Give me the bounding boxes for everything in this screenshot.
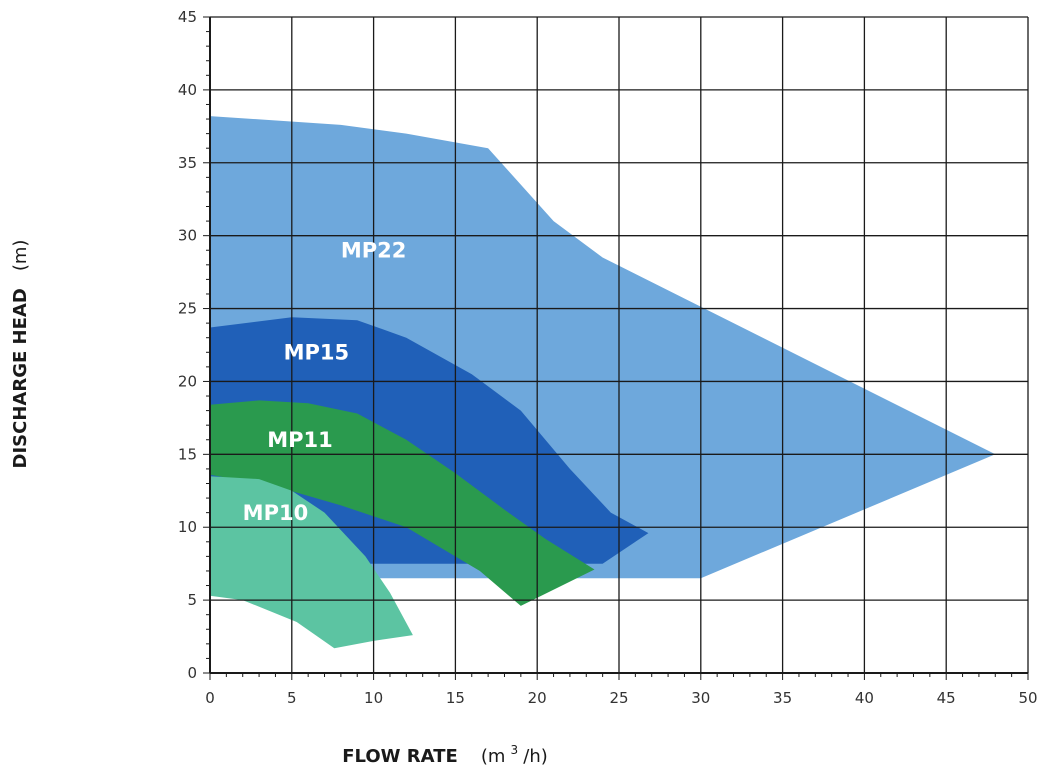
grid-lines xyxy=(210,16,1029,673)
performance-regions xyxy=(210,116,996,649)
x-tick-label: 5 xyxy=(287,689,297,707)
region-label-mp10: MP10 xyxy=(243,501,309,525)
x-tick-label: 20 xyxy=(528,689,547,707)
y-tick-labels: 0 5 10 15 20 25 30 35 40 45 xyxy=(178,8,197,682)
x-axis-title-unit-prefix: (m xyxy=(481,746,506,767)
x-tick-label: 35 xyxy=(773,689,792,707)
x-axis-title: FLOW RATE (m 3 /h) xyxy=(342,739,548,767)
y-tick-label: 30 xyxy=(178,227,197,245)
x-tick-label: 50 xyxy=(1018,689,1037,707)
x-axis-title-main: FLOW RATE xyxy=(342,746,458,767)
y-tick-label: 5 xyxy=(187,591,197,609)
y-tick-label: 0 xyxy=(187,664,197,682)
x-tick-label: 45 xyxy=(937,689,956,707)
region-mp11 xyxy=(210,400,595,606)
y-tick-label: 25 xyxy=(178,300,197,318)
y-tick-label: 10 xyxy=(178,518,197,536)
y-tick-label: 45 xyxy=(178,8,197,26)
region-label-mp11: MP11 xyxy=(267,428,333,452)
y-tick-label: 15 xyxy=(178,445,197,463)
minor-ticks xyxy=(203,16,1029,680)
region-labels: MP22 MP15 MP11 MP10 xyxy=(243,239,407,525)
x-tick-label: 25 xyxy=(609,689,628,707)
y-axis-title-main: DISCHARGE HEAD xyxy=(10,288,31,468)
y-tick-label: 40 xyxy=(178,81,197,99)
region-label-mp15: MP15 xyxy=(284,341,350,365)
y-axis-title: DISCHARGE HEAD (m) xyxy=(10,240,31,469)
region-mp15 xyxy=(210,317,649,564)
x-tick-labels: 0 5 10 15 20 25 30 35 40 45 50 xyxy=(205,689,1037,707)
y-tick-label: 35 xyxy=(178,154,197,172)
y-axis-title-unit: (m) xyxy=(10,240,31,272)
x-tick-label: 0 xyxy=(205,689,215,707)
region-label-mp22: MP22 xyxy=(341,239,407,263)
x-tick-label: 15 xyxy=(446,689,465,707)
x-axis-title-unit-sup: 3 xyxy=(511,743,519,757)
y-tick-label: 20 xyxy=(178,372,197,390)
x-tick-label: 40 xyxy=(855,689,874,707)
x-axis-title-unit-suffix: /h) xyxy=(523,746,548,767)
x-tick-label: 30 xyxy=(691,689,710,707)
region-mp10 xyxy=(210,476,413,649)
x-tick-label: 10 xyxy=(364,689,383,707)
